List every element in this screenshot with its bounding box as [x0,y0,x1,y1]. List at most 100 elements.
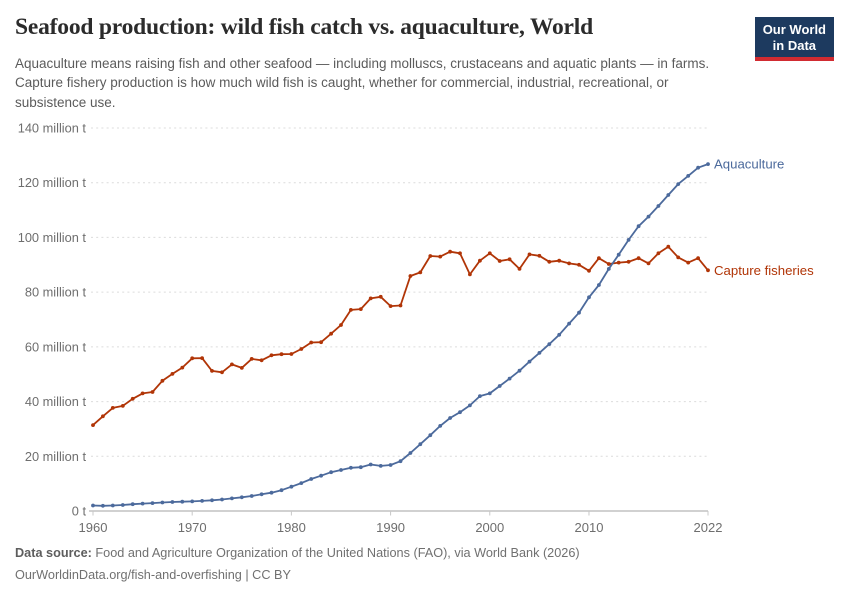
aquaculture-point-2016 [646,214,651,219]
aquaculture-point-1975 [239,495,244,500]
aquaculture-line[interactable] [92,163,709,507]
aquaculture-series-label[interactable]: Aquaculture [714,157,784,172]
aquaculture-point-1971 [200,499,205,503]
capture-fisheries-point-1980 [289,352,294,356]
aquaculture-point-2018 [666,193,671,197]
capture-fisheries-point-2002 [507,257,512,262]
capture-fisheries-point-1971 [200,356,205,360]
capture-fisheries-point-1998 [468,272,472,277]
aquaculture-point-1984 [329,470,333,475]
capture-fisheries-point-2007 [557,258,562,263]
capture-fisheries-point-1987 [358,307,363,311]
y-axis-label-140: 140 million t [18,121,87,136]
capture-fisheries-point-1984 [329,331,333,336]
aquaculture-point-1976 [249,494,254,498]
y-axis-label-100: 100 million t [18,230,87,245]
aquaculture-point-2019 [676,182,681,187]
y-axis-label-80: 80 million t [25,285,87,300]
aquaculture-point-1996 [448,416,452,420]
aquaculture-point-1970 [190,499,195,504]
aquaculture-point-2021 [696,165,700,170]
aquaculture-point-1982 [309,477,314,481]
aquaculture-point-1962 [110,503,115,508]
capture-fisheries-point-1995 [438,254,443,259]
capture-fisheries-point-2006 [547,259,552,264]
capture-fisheries-point-1993 [418,270,423,275]
capture-fisheries-point-2014 [626,259,631,264]
aquaculture-point-1987 [358,465,363,470]
x-axis-label-2000: 2000 [475,520,504,535]
license-line[interactable]: OurWorldinData.org/fish-and-overfishing … [15,568,291,582]
capture-fisheries-point-2022 [706,268,710,273]
capture-fisheries-point-2013 [616,260,621,265]
capture-fisheries-point-1983 [319,340,323,345]
capture-fisheries-point-1967 [160,378,165,383]
capture-fisheries-point-1972 [210,369,214,373]
aquaculture-point-2011 [597,283,601,287]
capture-fisheries-point-1985 [339,323,343,327]
aquaculture-point-1992 [408,451,413,455]
aquaculture-point-2008 [567,321,571,326]
capture-fisheries-point-1964 [130,396,135,401]
capture-fisheries-point-2009 [577,262,581,267]
aquaculture-point-1964 [130,502,135,507]
owid-logo-line2: in Data [772,37,817,53]
aquaculture-point-2017 [656,204,661,208]
capture-fisheries-point-2000 [487,251,492,256]
aquaculture-point-1968 [170,500,175,504]
aquaculture-point-1988 [368,462,373,467]
capture-fisheries-point-2004 [527,252,532,257]
aquaculture-point-1990 [388,463,393,467]
aquaculture-point-1972 [210,498,214,503]
aquaculture-point-1993 [418,442,423,447]
aquaculture-point-1973 [220,497,224,502]
aquaculture-point-1994 [428,433,433,438]
aquaculture-point-1979 [279,488,284,493]
capture-fisheries-point-1990 [388,304,393,308]
capture-fisheries-point-1991 [398,303,403,308]
aquaculture-point-1980 [289,484,294,489]
aquaculture-point-1997 [458,410,462,415]
capture-fisheries-series-label[interactable]: Capture fisheries [714,263,814,278]
aquaculture-point-2022 [706,162,710,167]
aquaculture-point-1963 [120,503,125,507]
capture-fisheries-point-1976 [249,357,254,361]
aquaculture-point-2020 [686,174,691,178]
x-axis-label-1970: 1970 [178,520,207,535]
aquaculture-point-1981 [299,481,304,485]
capture-fisheries-point-2018 [666,244,671,249]
capture-fisheries-point-1999 [478,258,482,263]
aquaculture-point-1985 [339,468,343,472]
capture-fisheries-line[interactable] [92,245,709,426]
capture-fisheries-point-2008 [567,261,571,266]
capture-fisheries-point-2021 [696,256,700,261]
capture-fisheries-point-1963 [120,404,125,408]
capture-fisheries-point-2005 [537,253,542,258]
aquaculture-point-1995 [438,424,443,428]
aquaculture-point-1998 [468,403,472,408]
capture-fisheries-point-1978 [269,353,274,358]
y-axis-label-20: 20 million t [25,449,87,464]
capture-fisheries-point-1974 [230,362,234,367]
aquaculture-point-1999 [478,394,482,398]
capture-fisheries-point-1979 [279,352,284,357]
y-axis-label-0: 0 t [72,504,87,519]
aquaculture-point-1969 [180,499,185,504]
capture-fisheries-point-1988 [368,296,373,301]
aquaculture-point-1983 [319,473,323,478]
data-source-text: Food and Agriculture Organization of the… [91,546,580,560]
capture-fisheries-point-1997 [458,251,462,256]
capture-fisheries-point-1966 [150,390,155,394]
owid-logo[interactable]: Our World in Data [754,17,834,62]
data-source-label: Data source: [15,546,92,560]
capture-fisheries-point-1994 [428,254,433,258]
aquaculture-point-1989 [378,464,383,468]
capture-fisheries-point-2011 [597,256,601,261]
capture-fisheries-point-1961 [101,414,105,419]
capture-fisheries-point-1970 [190,356,195,361]
capture-fisheries-point-1973 [220,370,224,375]
aquaculture-point-2002 [507,376,512,381]
aquaculture-point-2006 [547,342,552,346]
aquaculture-point-1967 [160,500,165,505]
